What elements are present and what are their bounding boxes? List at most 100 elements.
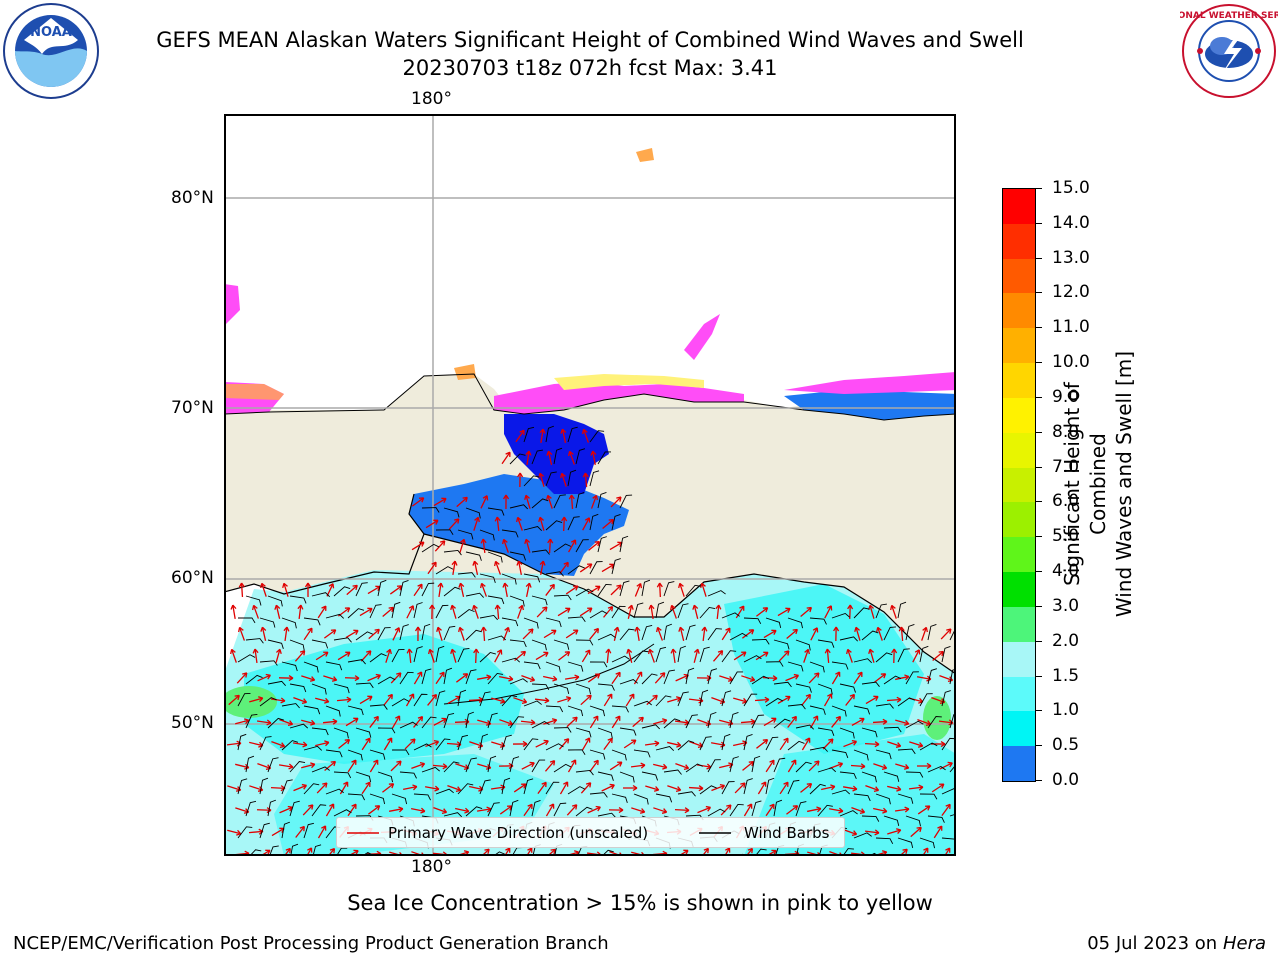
colorbar-segment [1003, 432, 1035, 469]
wave-arrow [525, 450, 532, 466]
footer-date-text: 05 Jul 2023 on [1087, 933, 1223, 954]
wind-barb [487, 635, 507, 641]
wave-arrow [580, 782, 592, 794]
wave-arrow [559, 781, 569, 795]
wave-arrow [337, 651, 351, 661]
wind-barb [479, 573, 496, 584]
wave-arrow [763, 849, 777, 854]
wind-barb [443, 549, 462, 556]
wind-barb [611, 514, 621, 531]
wave-arrow [315, 697, 330, 704]
wind-barb [355, 582, 368, 597]
wave-arrow [433, 806, 448, 815]
wave-arrow [429, 604, 436, 620]
colorbar-tick-label: 9.0 [1052, 386, 1080, 407]
wind-barb [729, 711, 739, 729]
wind-barb [751, 848, 767, 854]
nws-logo: NATIONAL WEATHER SERVICE [1180, 4, 1278, 98]
wave-arrow [644, 740, 660, 747]
wind-barb [765, 661, 784, 667]
wave-arrow [693, 648, 700, 663]
wave-arrow [887, 785, 902, 792]
footer-date: 05 Jul 2023 on Hera [1087, 933, 1266, 954]
wind-barb [245, 755, 255, 773]
wind-barb [399, 624, 409, 641]
wind-barb [531, 683, 550, 690]
wind-barb [509, 639, 527, 648]
wind-barb [897, 793, 914, 804]
wave-arrow [235, 807, 250, 814]
wind-barb [575, 588, 594, 597]
wind-barb [421, 668, 432, 685]
wind-barb [575, 539, 589, 553]
wind-barb [883, 815, 900, 826]
wind-barb [685, 714, 698, 729]
wave-arrow [611, 671, 621, 685]
wave-arrow [256, 719, 272, 726]
wave-arrow [589, 627, 600, 640]
wind-barb [487, 712, 498, 729]
wave-arrow [801, 737, 811, 751]
wind-barb [707, 628, 722, 641]
wave-arrow [383, 693, 393, 706]
wave-arrow [589, 759, 599, 773]
wave-arrow [582, 517, 591, 531]
wave-arrow [413, 671, 423, 685]
wind-barb [729, 756, 739, 773]
wave-arrow [270, 697, 286, 704]
wave-arrow [692, 604, 699, 619]
wave-arrow [648, 604, 655, 620]
wind-barb [589, 792, 608, 798]
wind-barb [501, 734, 512, 751]
wave-arrow [456, 496, 468, 508]
wind-barb [487, 507, 505, 516]
wind-barb [523, 778, 534, 795]
wave-arrow [765, 803, 775, 817]
wind-barb [743, 693, 758, 707]
wave-arrow [895, 719, 910, 726]
wind-barb [787, 779, 800, 795]
wind-barb [611, 749, 627, 761]
wind-barb [611, 793, 628, 804]
wind-barb [795, 724, 814, 730]
wave-arrow [589, 715, 599, 729]
wind-barb [567, 786, 586, 795]
wave-arrow [414, 626, 422, 642]
wind-barb [575, 639, 594, 646]
wave-arrow [502, 494, 510, 510]
wave-arrow [741, 629, 755, 639]
wind-barb [413, 793, 432, 801]
colorbar-segment [1003, 711, 1035, 747]
wind-barb [465, 592, 484, 598]
wave-arrow [931, 783, 945, 793]
wave-arrow [361, 737, 371, 751]
wave-arrow [536, 606, 548, 618]
wave-arrow [499, 719, 514, 726]
wind-barb [809, 661, 825, 673]
wind-barb [443, 761, 460, 773]
wave-arrow [303, 627, 313, 641]
wind-barb [303, 822, 314, 839]
wave-arrow [406, 605, 415, 619]
wave-arrow [434, 540, 446, 552]
wave-arrow [846, 648, 853, 663]
wave-arrow [494, 649, 503, 663]
wind-barb [479, 733, 489, 751]
wave-arrow [257, 849, 271, 854]
wind-barb [663, 769, 682, 775]
wind-barb [853, 749, 869, 761]
wave-arrow [448, 518, 460, 530]
wave-arrow [833, 626, 840, 642]
wind-barb [245, 595, 262, 606]
wind-barb [795, 761, 812, 773]
sea-ice-chukchi-edge [554, 374, 704, 390]
wave-arrow [301, 762, 316, 769]
wave-arrow [230, 648, 237, 663]
colorbar-tick-label: 6.0 [1052, 491, 1080, 512]
wave-arrow [602, 518, 615, 529]
wave-arrow [590, 494, 599, 509]
wave-arrow [842, 785, 858, 792]
wave-arrow [667, 741, 682, 748]
footer-host: Hera [1222, 933, 1266, 954]
wave-arrow [260, 582, 267, 597]
